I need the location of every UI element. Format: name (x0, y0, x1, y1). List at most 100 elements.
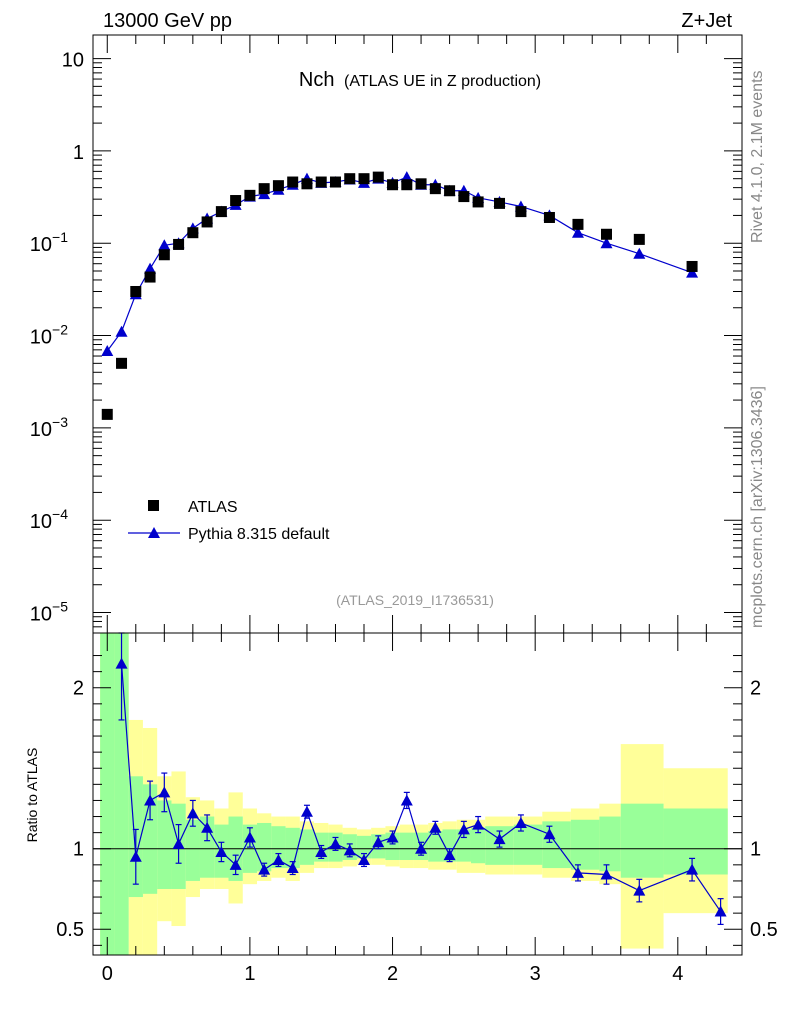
xtick-label: 1 (244, 963, 255, 985)
ratio-point (686, 863, 699, 875)
ratio-point (472, 818, 485, 830)
ratio-band-inner (428, 831, 443, 862)
data-point (515, 206, 527, 218)
legend-mc-marker (148, 527, 160, 538)
ratio-point (633, 884, 646, 896)
ratio-band-inner (442, 829, 457, 862)
xtick-label: 0 (102, 963, 113, 985)
ratio-band-inner (599, 816, 621, 872)
main-ytick-label-base: 10 (30, 327, 52, 349)
data-point (329, 176, 341, 188)
plot-title-sub: (ATLAS UE in Z production) (344, 73, 541, 90)
data-point (429, 183, 441, 195)
ratio-band-inner (456, 829, 471, 862)
main-ytick-label: 1 (73, 142, 84, 164)
ratio-band-inner (100, 633, 115, 955)
main-ytick-label: 10−1 (30, 229, 68, 256)
plot-title: Nch (ATLAS UE in Z production) (299, 69, 541, 91)
rivet-version-label: Rivet 4.1.0, 2.1M events (749, 70, 766, 243)
main-ytick-label-exp: −4 (52, 506, 68, 522)
mc-point (600, 237, 613, 249)
main-ytick-label-exp: −3 (52, 414, 68, 430)
ratio-line (120, 663, 722, 912)
main-frame (92, 34, 743, 634)
ratio-point (386, 831, 399, 843)
ratio-point (129, 850, 142, 862)
ratio-band-inner (399, 832, 414, 861)
data-point (215, 206, 227, 218)
data-point (401, 179, 413, 191)
ratio-band-inner (185, 819, 200, 881)
mc-point (633, 247, 646, 259)
ratio-frame (92, 632, 743, 956)
ratio-band-inner (271, 826, 286, 869)
data-point (230, 195, 242, 207)
ratio-point (358, 854, 371, 866)
mc-point (686, 266, 699, 278)
mc-point (571, 226, 584, 238)
ratio-point (300, 805, 313, 817)
data-point (633, 233, 645, 245)
ratio-ytick-label-right: 1 (750, 839, 761, 861)
data-point (258, 183, 270, 195)
legend: ATLAS Pythia 8.315 default (128, 499, 330, 543)
data-point (686, 260, 698, 272)
xtick-label: 4 (672, 963, 683, 985)
main-ytick-label: 10−4 (30, 506, 68, 533)
ratio-band-inner (620, 803, 664, 878)
legend-mc-label: Pythia 8.315 default (188, 526, 330, 543)
ratio-point (201, 821, 214, 833)
ratio-band-inner (257, 822, 272, 872)
data-point (201, 216, 213, 228)
data-point (173, 238, 185, 250)
ratio-point (172, 837, 185, 849)
data-point (101, 408, 113, 420)
mc-point (101, 345, 114, 357)
ratio-band-inner (570, 819, 600, 870)
ratio-point (215, 845, 228, 857)
data-point (600, 228, 612, 240)
ratio-point (571, 866, 584, 878)
data-point (144, 271, 156, 283)
data-point (244, 189, 256, 201)
ratio-band-inner (470, 827, 486, 864)
main-ytick-label-base: 10 (30, 604, 52, 626)
data-point (158, 249, 170, 261)
data-point (372, 171, 384, 183)
ratio-point (158, 786, 171, 798)
xtick-label: 2 (387, 963, 398, 985)
data-point (187, 227, 199, 239)
ratio-ytick-label-left: 2 (73, 678, 84, 700)
legend-data-label: ATLAS (188, 499, 238, 516)
data-point (287, 176, 299, 188)
ratio-point (329, 837, 342, 849)
main-ytick-label-base: 10 (30, 511, 52, 533)
analysis-id-label: (ATLAS_2019_I1736531) (336, 592, 494, 608)
data-point (116, 357, 128, 369)
data-point (543, 211, 555, 223)
ratio-ytick-label-left: 1 (73, 839, 84, 861)
ratio-band-inner (285, 827, 300, 869)
main-ytick-label: 10−5 (30, 599, 68, 626)
ratio-point (443, 849, 456, 861)
ratio-band-inner (142, 784, 158, 894)
ratio-point (372, 836, 385, 848)
main-ytick-label-exp: −1 (52, 229, 68, 245)
main-ytick-label: 10−2 (30, 322, 68, 349)
ratio-point (457, 823, 470, 835)
mc-point (144, 262, 157, 274)
main-ytick-label-base: 10 (30, 234, 52, 256)
ratio-panel: 2 2 1 1 0.5 0.5 Ratio to ATLAS (24, 632, 778, 956)
main-ytick-label: 10−3 (30, 414, 68, 441)
ratio-point (600, 868, 613, 880)
data-point (358, 173, 370, 185)
ratio-ytick-label-right: 0.5 (750, 919, 778, 941)
ratio-point (315, 845, 328, 857)
ratio-point (514, 816, 527, 828)
data-point (572, 218, 584, 230)
main-ytick-label-exp: −5 (52, 599, 68, 615)
ratio-point (714, 905, 727, 917)
main-ytick-label-exp: −2 (52, 322, 68, 338)
